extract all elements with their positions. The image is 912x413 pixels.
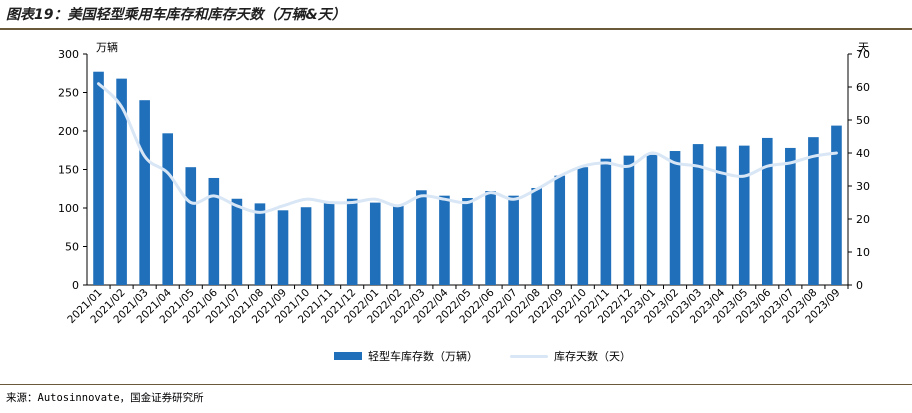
- inventory-days-point: [535, 188, 538, 191]
- left-tick-label: 50: [65, 241, 79, 254]
- inventory-days-point: [558, 174, 561, 178]
- inventory-days-point: [350, 201, 354, 204]
- inventory-days-point: [466, 201, 469, 204]
- bar: [808, 137, 819, 285]
- inventory-days-point: [650, 151, 654, 155]
- inventory-days-point: [212, 194, 216, 198]
- inventory-days-point: [374, 198, 377, 201]
- legend-line-swatch: [510, 354, 548, 358]
- left-tick-label: 150: [58, 164, 79, 177]
- bar: [831, 125, 842, 285]
- bar: [93, 71, 104, 286]
- bar: [346, 198, 358, 285]
- bar: [116, 78, 127, 285]
- bar: [277, 210, 289, 285]
- inventory-days-point: [166, 171, 169, 174]
- inventory-days-point: [327, 201, 331, 204]
- chart-title: 图表19：美国轻型乘用车库存和库存天数（万辆&天）: [6, 7, 346, 23]
- bar: [139, 100, 150, 285]
- left-tick-label: 100: [58, 202, 79, 215]
- right-axis-unit: 天: [858, 41, 869, 54]
- inventory-days-point: [143, 155, 146, 158]
- inventory-days-point: [512, 198, 515, 201]
- legend-item-days: 库存天数（天）: [510, 348, 631, 364]
- bar: [485, 191, 496, 285]
- inventory-days-point: [743, 174, 746, 178]
- bar: [785, 147, 796, 285]
- source-note: 来源：Autosinnovate，国金证券研究所: [6, 392, 204, 404]
- bar: [646, 154, 658, 285]
- inventory-days-point: [258, 211, 262, 214]
- bar: [761, 137, 773, 285]
- bar: [369, 202, 381, 285]
- left-tick-label: 300: [58, 48, 79, 61]
- right-tick-label: 60: [856, 81, 870, 94]
- legend-label-inventory: 轻型车库存数（万辆）: [368, 350, 478, 363]
- bar: [231, 198, 243, 285]
- inventory-days-point: [420, 194, 423, 198]
- inventory-days-point: [235, 204, 239, 207]
- bar: [577, 167, 589, 285]
- right-tick-label: 20: [856, 213, 870, 226]
- inventory-days-point: [789, 161, 792, 165]
- bar: [162, 133, 174, 285]
- inventory-days-point: [304, 198, 308, 201]
- inventory-days-point: [97, 82, 100, 85]
- left-tick-label: 250: [58, 87, 79, 100]
- bar: [623, 155, 635, 285]
- bar: [554, 175, 566, 285]
- right-tick-label: 40: [856, 147, 870, 160]
- bar: [393, 204, 404, 285]
- bar: [531, 187, 542, 285]
- inventory-days-point: [189, 201, 192, 204]
- inventory-days-point: [835, 151, 838, 155]
- inventory-days-point: [489, 191, 492, 194]
- right-tick-label: 50: [856, 114, 870, 127]
- inventory-days-point: [397, 204, 400, 207]
- right-tick-label: 0: [856, 279, 863, 292]
- inventory-days-point: [719, 171, 723, 174]
- bar: [439, 195, 450, 285]
- bar: [416, 190, 427, 285]
- right-tick-label: 70: [856, 48, 870, 61]
- left-axis-unit: 万辆: [96, 41, 118, 54]
- bar: [185, 167, 197, 285]
- inventory-days-point: [281, 204, 285, 207]
- bar: [738, 145, 750, 285]
- chart-plot: 0501001502002503000102030405060702021/01…: [58, 48, 870, 326]
- legend-bar-swatch: [334, 352, 362, 360]
- footer-divider: [0, 384, 912, 385]
- bar: [462, 197, 473, 285]
- inventory-days-point: [766, 165, 769, 168]
- bar: [508, 195, 519, 285]
- bar: [300, 207, 312, 285]
- inventory-days-point: [627, 165, 631, 168]
- right-tick-label: 10: [856, 246, 870, 259]
- legend-item-inventory: 轻型车库存数（万辆）: [334, 348, 478, 364]
- inventory-days-point: [120, 105, 123, 109]
- left-tick-label: 0: [72, 279, 79, 292]
- bar: [254, 203, 266, 285]
- bar: [669, 151, 681, 285]
- bar: [208, 177, 220, 285]
- legend-label-days: 库存天数（天）: [554, 350, 631, 363]
- inventory-days-point: [812, 155, 815, 158]
- right-tick-label: 30: [856, 180, 870, 193]
- inventory-days-point: [443, 198, 446, 201]
- bar: [600, 158, 612, 285]
- inventory-days-point: [581, 165, 585, 168]
- inventory-days-point: [604, 161, 608, 165]
- left-tick-label: 200: [58, 125, 79, 138]
- title-divider: [0, 28, 912, 30]
- bar: [715, 146, 727, 285]
- bar: [692, 144, 704, 285]
- bar: [323, 202, 335, 285]
- inventory-days-point: [673, 161, 677, 165]
- chart-legend: 轻型车库存数（万辆） 库存天数（天）: [0, 346, 912, 364]
- inventory-days-point: [696, 165, 700, 168]
